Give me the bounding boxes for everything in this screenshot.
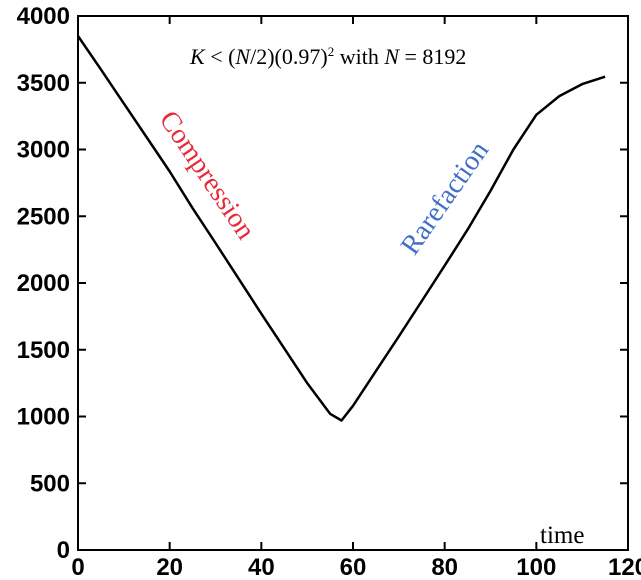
series-line — [76, 35, 606, 422]
y-tick-label: 1500 — [17, 337, 70, 364]
y-tick-label: 4000 — [17, 3, 70, 30]
y-tick-label: 2000 — [17, 270, 70, 297]
x-tick-label: 60 — [340, 554, 367, 580]
plot-frame — [77, 15, 629, 551]
y-tick-label: 1000 — [17, 404, 70, 431]
y-tick-label: 3500 — [17, 70, 70, 97]
y-tick-label: 0 — [57, 537, 70, 564]
chart-annotation: K < (N/2)(0.97)2 with N = 8192 — [189, 44, 466, 69]
x-tick-label: 20 — [156, 554, 183, 580]
x-tick-label: 0 — [71, 554, 84, 580]
x-tick-label: 100 — [516, 554, 556, 580]
axis-ticks — [77, 15, 629, 551]
x-tick-label: 40 — [248, 554, 275, 580]
y-tick-label: 500 — [30, 470, 70, 497]
axis-tick-labels: 0 20 40 60 80 100 120 0 500 1000 1500 2000 2500 3000 3… — [17, 3, 641, 580]
y-tick-label: 3000 — [17, 137, 70, 164]
x-tick-label: 80 — [431, 554, 458, 580]
x-tick-label: 120 — [608, 554, 641, 580]
x-axis-label: time — [540, 522, 584, 549]
y-tick-label: 2500 — [17, 203, 70, 230]
